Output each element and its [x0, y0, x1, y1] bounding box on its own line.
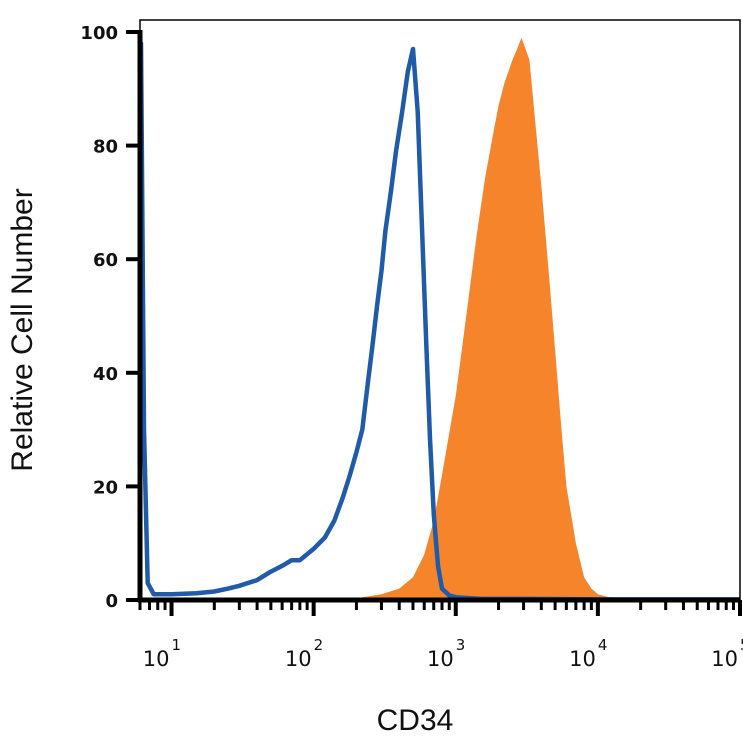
x-tick-exponent: 5 — [740, 636, 743, 654]
x-tick-label: 10 — [711, 647, 738, 671]
x-tick-label: 10 — [427, 647, 454, 671]
x-tick-exponent: 3 — [456, 636, 466, 654]
series-filled-histogram — [140, 37, 740, 600]
x-tick-exponent: 1 — [172, 636, 182, 654]
x-tick-label: 10 — [285, 647, 312, 671]
x-tick-label: 10 — [569, 647, 596, 671]
y-axis-title: Relative Cell Number — [6, 188, 39, 471]
x-tick-label: 10 — [143, 647, 170, 671]
y-tick-label: 40 — [93, 364, 118, 385]
y-tick-label: 20 — [93, 477, 118, 498]
y-tick-label: 60 — [93, 250, 118, 271]
x-tick-exponent: 4 — [598, 636, 608, 654]
x-tick-exponent: 2 — [314, 636, 324, 654]
x-axis-title: CD34 — [377, 704, 454, 737]
y-tick-label: 100 — [80, 23, 118, 44]
y-tick-label: 0 — [105, 591, 118, 612]
series-outline-histogram — [137, 41, 740, 602]
y-tick-label: 80 — [93, 137, 118, 158]
